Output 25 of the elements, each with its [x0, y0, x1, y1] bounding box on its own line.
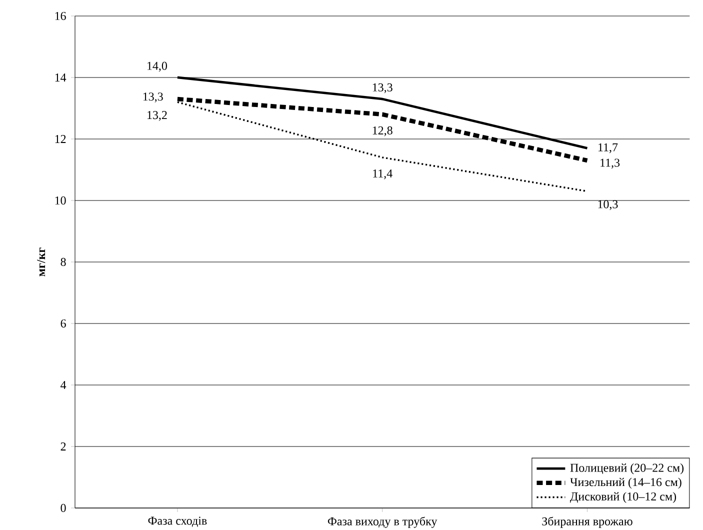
data-label: 12,8 — [372, 126, 392, 136]
y-tick-label: 0 — [60, 504, 66, 512]
x-tick-label: Збирання врожаю — [542, 516, 632, 528]
y-tick-label: 8 — [60, 258, 66, 266]
data-label: 11,7 — [598, 143, 618, 154]
y-tick-label: 4 — [60, 381, 66, 389]
y-tick-label: 2 — [60, 442, 66, 450]
x-tick-label: Фаза сходів — [148, 516, 207, 527]
legend-label: Полицевий (20–22 см) — [570, 463, 684, 474]
y-tick-label: 14 — [55, 74, 66, 82]
data-label: 10,3 — [598, 200, 618, 210]
y-tick-label: 10 — [55, 196, 66, 205]
y-tick-label: 6 — [60, 319, 66, 328]
x-tick-label: Фаза виходу в трубку — [328, 516, 438, 528]
legend-label: Чизельний (14–16 см) — [570, 478, 682, 489]
data-label: 13,3 — [143, 92, 163, 102]
data-label: 11,3 — [600, 158, 620, 168]
data-label: 13,3 — [372, 83, 392, 94]
y-tick-label: 16 — [55, 12, 66, 20]
legend-label: Дисковий (10–12 см) — [570, 492, 676, 503]
y-axis-title: мг/кг — [37, 248, 46, 276]
data-label: 11,4 — [373, 169, 392, 180]
y-tick-label: 12 — [55, 135, 66, 143]
data-label: 13,2 — [148, 111, 167, 121]
data-label: 14,0 — [148, 62, 167, 72]
